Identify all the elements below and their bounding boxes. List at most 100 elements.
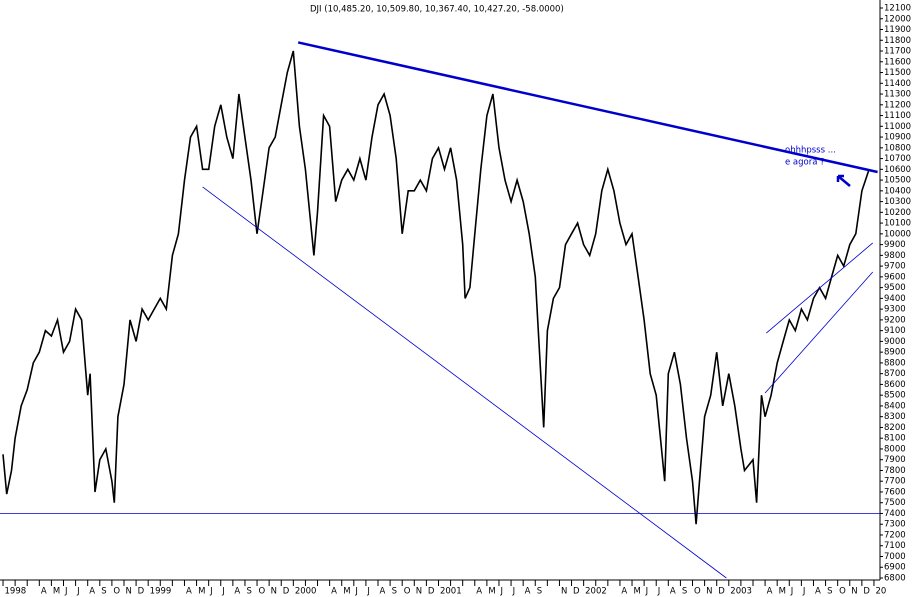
x-tick-label: M [198,587,205,597]
y-tick-label: 9500 [884,283,906,293]
x-tick-label: O [113,587,120,597]
x-tick-label: O [839,587,846,597]
x-tick-label: M [634,587,641,597]
x-tick-label: J [790,587,794,597]
x-tick-label: A [815,587,821,597]
y-tick-label: 11500 [884,68,911,78]
y-tick-label: 8100 [884,434,906,444]
x-tick-label: J [209,587,213,597]
y-tick-label: 7000 [884,552,906,562]
y-tick-label: 8500 [884,391,906,401]
x-tick-label: 2001 [440,587,462,597]
y-tick-label: 10100 [884,219,911,229]
y-tick-label: 8200 [884,423,906,433]
y-tick-label: 7900 [884,455,906,465]
y-tick-label: 10700 [884,154,911,164]
arrow [836,174,851,187]
x-tick-label: M [488,587,495,597]
y-tick-label: 8400 [884,401,906,411]
y-tick-label: 10000 [884,229,911,239]
x-tick-label: 1999 [150,587,172,597]
trendline [297,41,878,174]
x-tick-label: A [41,587,47,597]
y-tick-label: 10900 [884,133,911,143]
y-tick-label: 8600 [884,380,906,390]
y-tick-label: 9300 [884,305,906,315]
x-tick-label: A [767,587,773,597]
y-tick-label: 9900 [884,240,906,250]
chart-title: DJI (10,485.20, 10,509.80, 10,367.40, 10… [310,5,564,15]
x-tick-label: J [802,587,806,597]
x-tick-label: D [573,587,580,597]
y-tick-label: 10600 [884,165,911,175]
x-tick-label: O [694,587,701,597]
y-tick-label: 8700 [884,369,906,379]
trendline [764,271,874,394]
x-tick-label: 2003 [730,587,752,597]
x-tick-label: D [138,587,145,597]
y-tick-label: 9000 [884,337,906,347]
x-tick-label: M [779,587,786,597]
y-tick-label: 7200 [884,530,906,540]
x-tick-label: A [380,587,386,597]
y-tick-label: 9400 [884,294,906,304]
annotation: ohhhpsss ... [785,146,836,156]
y-tick-label: 6800 [884,574,906,584]
x-tick-label: M [53,587,60,597]
x-tick-label: D [863,587,870,597]
x-tick-label: A [186,587,192,597]
x-tick-label: M [343,587,350,597]
y-tick-label: 7100 [884,541,906,551]
y-tick-label: 10300 [884,197,911,207]
y-tick-label: 11200 [884,100,911,110]
x-tick-label: O [404,587,411,597]
x-tick-label: 2000 [295,587,317,597]
y-tick-label: 8300 [884,412,906,422]
x-tick-label: J [645,587,649,597]
x-tick-label: J [221,587,225,597]
y-tick-label: 11800 [884,36,911,46]
y-tick-label: 8800 [884,358,906,368]
x-tick-label: N [706,587,712,597]
y-tick-label: 8900 [884,348,906,358]
x-tick-label: S [537,587,542,597]
x-tick-label: N [125,587,131,597]
x-tick-label: S [827,587,832,597]
x-tick-label: A [525,587,531,597]
x-tick-label: S [101,587,106,597]
x-tick-label: A [331,587,337,597]
trendline [202,186,727,579]
x-tick-label: A [670,587,676,597]
x-tick-label: D [283,587,290,597]
x-tick-label: J [512,587,516,597]
annotation: e agora ? [785,158,825,168]
x-tick-label: A [89,587,95,597]
x-tick-label: N [271,587,277,597]
y-tick-label: 7600 [884,487,906,497]
trendline [766,242,874,334]
x-tick-label: 1998 [5,587,27,597]
x-tick-label: N [561,587,567,597]
x-tick-label: J [499,587,503,597]
y-tick-label: 10500 [884,176,911,186]
y-tick-label: 10400 [884,186,911,196]
y-tick-label: 7300 [884,520,906,530]
x-tick-label: J [366,587,370,597]
x-tick-label: N [416,587,422,597]
y-tick-label: 7400 [884,509,906,519]
x-tick-label: D [428,587,435,597]
y-tick-label: 11000 [884,122,911,132]
y-tick-label: 6900 [884,563,906,573]
x-tick-label: J [354,587,358,597]
y-tick-label: 12000 [884,14,911,24]
y-tick-label: 11100 [884,111,911,121]
y-tick-label: 9200 [884,315,906,325]
y-tick-label: 7800 [884,466,906,476]
y-tick-label: 11900 [884,25,911,35]
y-tick-label: 12100 [884,4,911,14]
y-tick-label: 9100 [884,326,906,336]
x-tick-label: J [76,587,80,597]
x-tick-label: 20 [875,587,886,597]
